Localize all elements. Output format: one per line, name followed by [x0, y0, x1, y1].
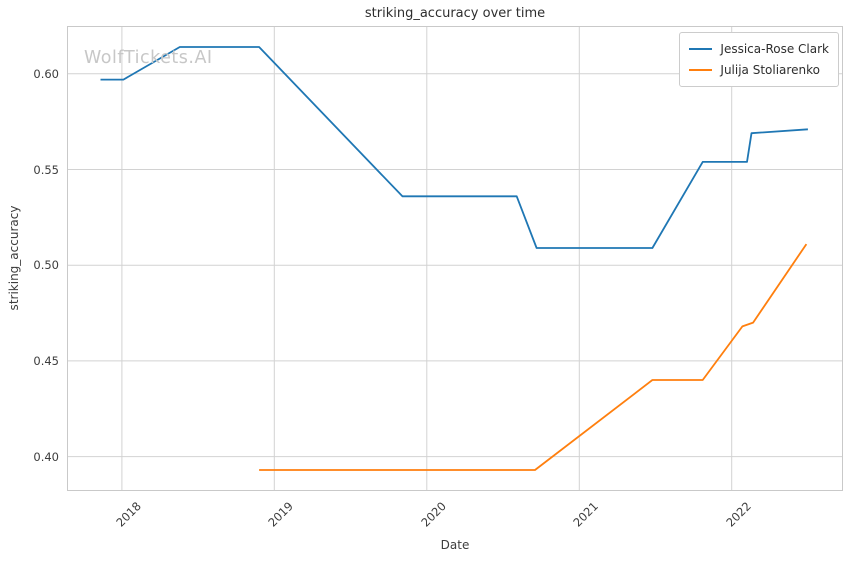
y-tick-label: 0.50 — [33, 258, 59, 273]
plot-canvas — [67, 26, 843, 491]
y-tick-label: 0.40 — [33, 449, 59, 464]
legend-item: Julija Stoliarenko — [689, 59, 829, 80]
plot-area: WolfTickets.AI Jessica-Rose Clark Julija… — [67, 26, 843, 491]
x-tick-label: 2020 — [418, 499, 449, 530]
x-tick-label: 2019 — [265, 499, 297, 530]
y-tick-label: 0.60 — [33, 66, 59, 81]
y-tick-label: 0.45 — [33, 353, 59, 368]
chart-title: striking_accuracy over time — [364, 6, 546, 21]
legend-label: Jessica-Rose Clark — [720, 41, 829, 56]
x-tick-label: 2018 — [113, 499, 144, 530]
x-axis-label: Date — [440, 538, 470, 552]
series-line-jessica-rose-clark — [100, 46, 808, 249]
legend-line-swatch — [689, 68, 713, 71]
series-line-julija-stoliarenko — [259, 243, 808, 471]
x-tick-label: 2021 — [570, 499, 602, 530]
plot-border — [67, 26, 843, 491]
legend-line-swatch — [689, 47, 713, 50]
legend-item: Jessica-Rose Clark — [689, 38, 829, 59]
legend-label: Julija Stoliarenko — [720, 62, 820, 77]
y-axis-label: striking_accuracy — [7, 205, 21, 311]
y-tick-label: 0.55 — [33, 162, 59, 177]
x-tick-label: 2022 — [722, 499, 754, 530]
legend: Jessica-Rose Clark Julija Stoliarenko — [679, 32, 839, 87]
